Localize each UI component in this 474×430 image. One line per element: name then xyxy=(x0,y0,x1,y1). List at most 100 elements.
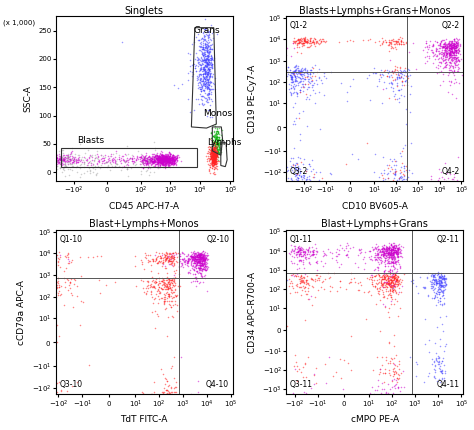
Point xyxy=(161,152,168,159)
Point xyxy=(209,147,216,154)
Text: Q4-11: Q4-11 xyxy=(437,381,460,390)
Point xyxy=(397,73,404,80)
Point xyxy=(393,275,401,282)
Point xyxy=(193,261,201,267)
Point xyxy=(199,254,207,261)
Point xyxy=(170,374,178,381)
Point xyxy=(23,250,30,257)
Point xyxy=(210,154,218,161)
Point xyxy=(445,50,453,57)
Point xyxy=(168,159,175,166)
Point xyxy=(432,277,439,284)
Point xyxy=(41,153,48,160)
Point xyxy=(161,157,169,164)
Point xyxy=(193,252,201,259)
Point xyxy=(186,257,193,264)
Point xyxy=(26,252,34,259)
Point xyxy=(191,258,199,264)
Point xyxy=(165,155,173,162)
Point xyxy=(440,282,447,289)
Point xyxy=(131,262,139,269)
Point xyxy=(321,39,329,46)
Point xyxy=(296,79,303,86)
Point xyxy=(206,169,213,176)
Point xyxy=(75,156,82,163)
Point xyxy=(286,279,293,286)
Point xyxy=(204,83,212,90)
Point xyxy=(46,390,54,397)
Point xyxy=(167,277,174,284)
Point xyxy=(389,246,397,252)
Point xyxy=(439,275,447,282)
Point xyxy=(454,42,462,49)
Point xyxy=(437,368,445,375)
Point xyxy=(451,184,458,191)
Point xyxy=(210,161,218,168)
Point xyxy=(310,38,318,45)
Point xyxy=(211,148,219,155)
Point xyxy=(448,42,456,49)
Point xyxy=(154,154,161,161)
Point xyxy=(452,191,459,198)
Point xyxy=(162,154,170,161)
Point xyxy=(389,69,396,76)
Point xyxy=(111,157,118,163)
Point xyxy=(144,164,152,171)
Point xyxy=(150,284,157,291)
Point xyxy=(158,155,166,162)
Point xyxy=(213,141,221,147)
Point xyxy=(193,253,201,260)
Point xyxy=(387,241,395,248)
Point xyxy=(313,258,320,265)
Point xyxy=(251,197,258,204)
Point xyxy=(430,359,438,366)
Point xyxy=(446,196,454,203)
Point xyxy=(213,141,221,148)
Point xyxy=(68,292,76,298)
Point xyxy=(47,292,55,298)
Point xyxy=(212,135,220,142)
Point xyxy=(388,246,396,253)
Point xyxy=(145,163,153,169)
Point xyxy=(165,291,173,298)
Point xyxy=(202,25,210,32)
Point xyxy=(206,151,214,158)
Point xyxy=(440,276,447,283)
Point xyxy=(159,260,167,267)
Point xyxy=(72,396,80,403)
Point xyxy=(160,155,167,162)
Point xyxy=(450,184,457,191)
Point xyxy=(300,277,307,284)
Point xyxy=(201,258,209,264)
Point xyxy=(207,70,215,77)
Point xyxy=(386,280,393,287)
Point xyxy=(202,396,210,402)
Point xyxy=(397,178,405,185)
Point xyxy=(199,258,206,264)
Point xyxy=(205,82,212,89)
Point xyxy=(246,43,254,50)
Point xyxy=(438,321,446,328)
Point xyxy=(350,275,358,282)
Point xyxy=(294,74,302,80)
Point xyxy=(168,276,175,283)
Point xyxy=(210,155,217,162)
Point xyxy=(391,396,399,403)
Point xyxy=(62,155,69,162)
Point xyxy=(394,256,401,263)
Point xyxy=(162,153,169,160)
Point xyxy=(202,267,210,273)
Point xyxy=(208,65,215,72)
Point xyxy=(380,276,388,283)
Point xyxy=(382,302,389,309)
Point xyxy=(104,162,112,169)
Point xyxy=(450,36,457,43)
Point xyxy=(58,146,65,153)
Point xyxy=(393,80,401,87)
Point xyxy=(393,276,401,283)
Point xyxy=(394,250,401,257)
Point xyxy=(385,245,393,252)
Point xyxy=(190,263,198,270)
Point xyxy=(152,152,160,159)
Point xyxy=(431,294,438,301)
